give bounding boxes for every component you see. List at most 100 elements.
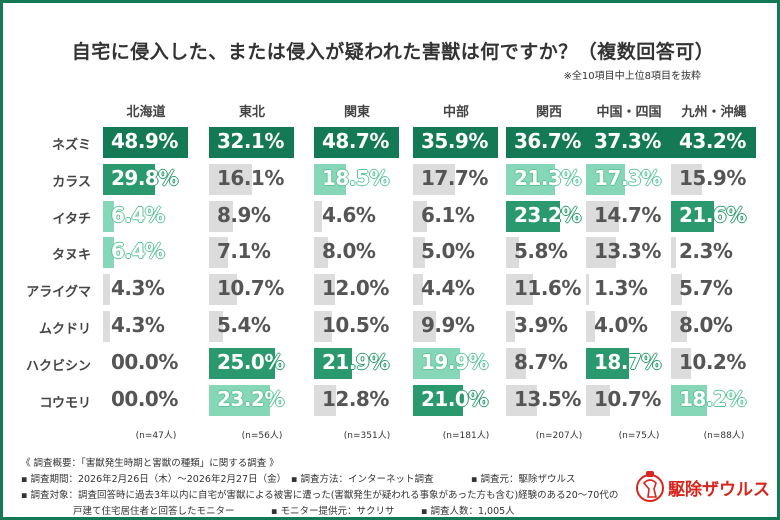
table-cell: 18.2% — [671, 384, 756, 416]
value-label: 1.3% — [594, 276, 648, 301]
table-cell: 17.3% — [586, 163, 671, 195]
value-label: 17.7% — [421, 165, 488, 190]
value-label: 7.1% — [217, 239, 271, 264]
value-label: 19.9% — [421, 349, 488, 374]
value-label: 5.8% — [514, 239, 568, 264]
row-label: ムクドリ — [38, 322, 91, 337]
dinosaur-logo-icon — [636, 471, 664, 502]
value-bar — [671, 237, 676, 269]
value-bar — [103, 127, 188, 158]
value-label: 5.4% — [217, 313, 271, 337]
value-label: 21.0% — [421, 386, 488, 411]
value-bar — [209, 163, 252, 195]
value-label: 23.2% — [217, 386, 284, 411]
value-bar — [314, 200, 323, 232]
value-bar — [413, 163, 455, 195]
column-header: 北海道 — [126, 105, 166, 120]
table-cell: 13.5% — [506, 384, 591, 416]
value-bar — [209, 237, 228, 269]
value-label: 36.7% — [514, 129, 581, 153]
value-bar — [506, 274, 533, 306]
value-bar — [314, 311, 333, 342]
table-cell: 8.7% — [506, 347, 591, 379]
table-cell: 2.3% — [671, 237, 756, 269]
table-cell: 13.3% — [586, 237, 671, 269]
table-cell: 37.3% — [586, 127, 671, 158]
value-label: 4.0% — [594, 313, 648, 337]
value-label: 21.9% — [322, 349, 389, 374]
value-bar — [586, 311, 596, 342]
value-label: 00.0% — [111, 386, 178, 411]
table-cell: 15.9% — [671, 163, 756, 195]
value-bar — [209, 200, 233, 232]
column-header: 東北 — [238, 105, 265, 120]
value-bar — [413, 237, 425, 269]
value-bar — [586, 127, 671, 158]
table-cell: 10.2% — [671, 347, 756, 379]
value-bar — [413, 274, 424, 306]
logo: 駆除ザウルス — [636, 469, 770, 505]
row-label: ハクビシン — [25, 358, 91, 374]
value-label: 37.3% — [594, 129, 661, 153]
table-cell: 9.9% — [413, 311, 498, 342]
value-label: 5.0% — [421, 239, 475, 264]
value-bar — [209, 127, 294, 158]
value-label: 9.9% — [421, 313, 475, 337]
table-cell: 4.4% — [413, 274, 498, 306]
chart-title: 自宅に侵入した、または侵入が疑われた害獣は何ですか？（複数回答可） — [71, 41, 715, 63]
value-label: 6.4% — [111, 202, 165, 227]
table-cell: 48.9% — [103, 127, 188, 158]
value-label: 00.0% — [111, 349, 178, 374]
table-cell: 8.9% — [209, 200, 294, 232]
value-bar — [314, 347, 353, 379]
value-label: 25.0% — [217, 349, 284, 374]
table-cell: 36.7% — [506, 127, 591, 158]
sample-size: (n=351人) — [343, 431, 391, 441]
sample-size: (n=88人) — [703, 431, 745, 441]
value-label: 18.7% — [594, 349, 661, 374]
footer-source: ▪ 調査元：駆除ザウルス — [471, 474, 576, 485]
value-bar — [314, 384, 337, 416]
table-cell: 00.0% — [103, 385, 188, 416]
footer-summary: 《 調査概要：「害獣発生時期と害獣の種類」に関する調査 》 — [21, 458, 279, 469]
value-bar — [103, 237, 115, 269]
table-cell: 21.3% — [506, 163, 591, 195]
value-label: 10.2% — [679, 349, 746, 374]
table-cell: 4.6% — [314, 200, 399, 232]
value-label: 12.0% — [322, 276, 389, 301]
value-bar — [506, 127, 591, 158]
value-bar — [671, 127, 756, 158]
table-cell: 21.9% — [314, 347, 399, 379]
table-cell: 11.6% — [506, 274, 591, 306]
table-cell: 18.5% — [314, 163, 399, 195]
table-cell: 10.5% — [314, 311, 399, 342]
value-label: 8.0% — [322, 239, 376, 264]
value-bar — [413, 200, 428, 232]
value-bar — [209, 347, 276, 379]
value-bar — [314, 127, 399, 158]
table-cell: 21.6% — [671, 200, 756, 232]
table-cell: 00.0% — [103, 348, 188, 379]
value-bar — [506, 163, 556, 195]
value-label: 5.7% — [679, 276, 733, 301]
value-label: 48.7% — [322, 129, 389, 153]
table-cell: 4.0% — [586, 311, 671, 342]
table-cell: 18.7% — [586, 347, 671, 379]
row-label: アライグマ — [26, 285, 91, 301]
table-cell: 25.0% — [209, 347, 294, 379]
value-label: 10.7% — [594, 386, 661, 411]
table-cell: 43.2% — [671, 127, 756, 158]
value-label: 48.9% — [111, 129, 178, 153]
column-header: 関東 — [343, 105, 370, 120]
table-cell: 8.0% — [671, 311, 756, 342]
table-cell: 21.0% — [413, 384, 498, 416]
value-label: 43.2% — [679, 129, 746, 153]
value-bar — [209, 384, 271, 416]
value-bar — [506, 311, 516, 342]
value-label: 23.2% — [514, 202, 581, 227]
value-bar — [413, 311, 437, 342]
value-label: 2.3% — [679, 239, 733, 264]
value-bar — [314, 237, 328, 269]
table-cell: 16.1% — [209, 163, 294, 195]
value-bar — [506, 237, 520, 269]
